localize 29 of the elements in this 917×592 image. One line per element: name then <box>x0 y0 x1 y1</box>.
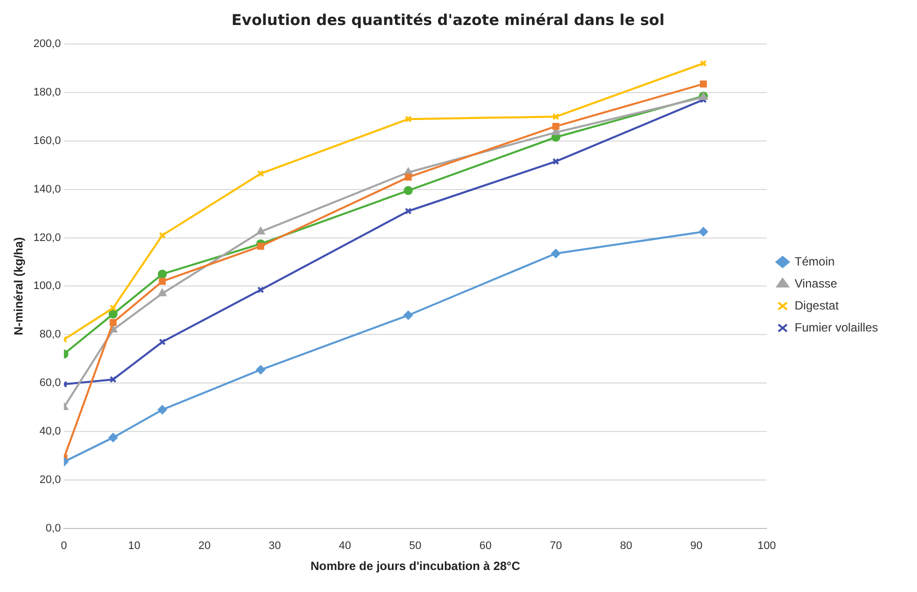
y-tick-label: 60,0 <box>40 377 61 390</box>
y-tick-label: 100,0 <box>33 280 61 292</box>
legend-label: Témoin <box>794 254 835 268</box>
x-tick-label: 0 <box>60 540 67 552</box>
x-tick-label: 80 <box>620 540 632 552</box>
y-tick-label: 180,0 <box>33 86 61 98</box>
y-tick-label: 160,0 <box>33 134 61 147</box>
legend-label: Digestat <box>794 298 840 312</box>
x-tick-label: 90 <box>690 540 702 552</box>
x-tick-label: 60 <box>479 540 492 552</box>
y-tick-label: 80,0 <box>40 328 61 341</box>
legend-label: Fumier volailles <box>794 320 878 334</box>
x-tick-label: 20 <box>198 540 211 552</box>
x-tick-label: 30 <box>268 540 281 552</box>
x-tick-label: 100 <box>757 540 776 552</box>
y-tick-label: 40,0 <box>40 426 61 438</box>
y-tick-label: 200,0 <box>33 38 61 50</box>
x-tick-label: 50 <box>409 540 422 552</box>
x-axis-title: Nombre de jours d'incubation à 28°C <box>310 559 520 574</box>
x-tick-label: 10 <box>128 540 140 552</box>
y-tick-label: 20,0 <box>40 474 61 486</box>
x-tick-label: 40 <box>338 540 352 552</box>
chart-title: Evolution des quantités d'azote minéral dans le sol <box>232 10 664 29</box>
x-tick-label: 70 <box>550 540 562 552</box>
y-tick-label: 120,0 <box>33 232 61 244</box>
legend-label: Vinasse <box>794 276 838 290</box>
y-tick-label: 140,0 <box>33 183 61 196</box>
y-axis-title: N-minéral (kg/ha) <box>12 237 26 336</box>
y-tick-label: 0,0 <box>46 522 61 534</box>
